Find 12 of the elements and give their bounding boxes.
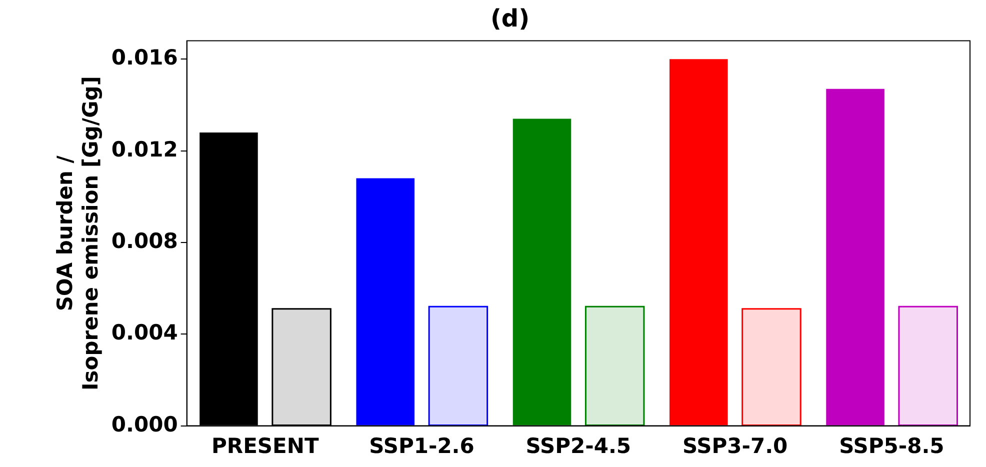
y-tick-label: 0.016 [111,46,178,70]
x-tick-label: SSP3-7.0 [682,434,788,458]
x-tick-label: SSP1-2.6 [369,434,474,458]
y-tick-label: 0.012 [111,137,178,162]
chart-title: (d) [490,4,530,33]
y-tick-label: 0.004 [111,320,178,345]
x-tick-label: SSP5-8.5 [839,434,944,458]
y-tick-label: 0.008 [111,228,178,253]
y-tick-label: 0.000 [111,412,178,436]
x-tick-label: PRESENT [212,434,320,458]
y-axis-title: SOA burden / Isoprene emission [Gg/Gg] [53,76,102,391]
x-tick-label: SSP2-4.5 [526,434,632,458]
